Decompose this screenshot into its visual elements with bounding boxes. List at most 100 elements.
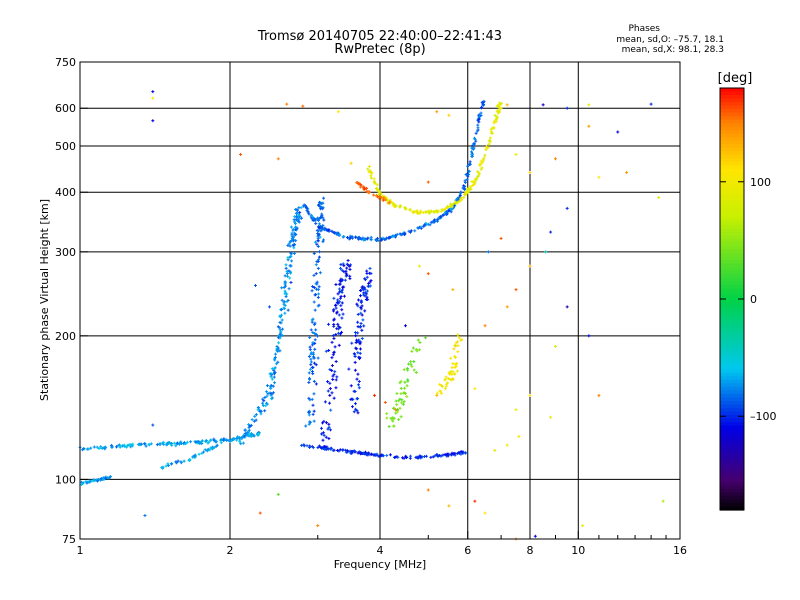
data-point <box>369 170 373 174</box>
data-point <box>450 366 454 370</box>
data-point <box>252 419 256 423</box>
data-point <box>161 465 165 469</box>
data-point <box>392 424 396 428</box>
data-point <box>289 225 293 229</box>
data-point <box>362 451 366 455</box>
colorbar-segment <box>720 172 744 177</box>
data-point <box>483 511 487 515</box>
data-point <box>331 334 335 338</box>
data-point <box>356 372 360 376</box>
data-point <box>214 440 218 444</box>
data-point <box>337 282 341 286</box>
data-point <box>155 443 159 447</box>
data-point <box>398 397 402 401</box>
data-point <box>309 360 313 364</box>
colorbar-segment <box>720 478 744 483</box>
data-point <box>151 423 155 427</box>
data-point <box>315 260 319 264</box>
data-point <box>359 340 363 344</box>
data-point <box>318 217 322 221</box>
data-point <box>191 455 195 459</box>
x-tick-label: 10 <box>571 544 585 557</box>
data-point <box>418 454 422 458</box>
colorbar-segment <box>720 225 744 230</box>
data-point <box>277 341 281 345</box>
stats-header: Phases <box>628 24 660 34</box>
data-point <box>336 322 340 326</box>
data-point <box>359 322 363 326</box>
data-point <box>283 303 287 307</box>
data-point <box>306 209 310 213</box>
data-point <box>215 443 219 447</box>
data-point <box>459 197 463 201</box>
colorbar-segment <box>720 140 744 145</box>
colorbar-segment <box>720 277 744 283</box>
colorbar-segment <box>720 147 744 152</box>
data-point <box>312 392 316 396</box>
data-point <box>406 378 410 382</box>
data-point <box>361 236 365 240</box>
data-point <box>411 210 415 214</box>
data-point <box>417 456 421 460</box>
data-point <box>254 413 258 417</box>
colorbar-segment <box>720 502 744 508</box>
data-point <box>308 367 312 371</box>
data-point <box>456 333 460 337</box>
colorbar-segment <box>720 337 744 342</box>
data-point <box>350 341 354 345</box>
data-point <box>84 479 88 483</box>
data-point <box>435 218 439 222</box>
data-point <box>440 385 444 389</box>
data-point <box>553 344 557 348</box>
colorbar-segment <box>720 411 744 416</box>
data-point <box>360 328 364 332</box>
data-point <box>649 102 653 106</box>
data-point <box>346 258 350 262</box>
data-point <box>286 243 290 247</box>
data-point <box>331 448 335 452</box>
data-point <box>431 455 435 459</box>
data-point <box>355 377 359 381</box>
colorbar-segment <box>720 330 744 335</box>
x-tick-label: 2 <box>227 544 234 557</box>
colorbar-segment <box>720 214 744 219</box>
data-point <box>293 222 297 226</box>
data-point <box>499 102 503 106</box>
data-point <box>308 345 312 349</box>
data-point <box>421 211 425 215</box>
colorbar-segment <box>720 460 744 465</box>
colorbar-segment <box>720 151 744 156</box>
data-point <box>357 379 361 383</box>
data-point <box>465 178 469 182</box>
data-point <box>345 266 349 270</box>
data-point <box>354 235 358 239</box>
data-point <box>386 201 390 205</box>
data-point <box>389 416 393 420</box>
data-point <box>369 176 373 180</box>
data-point <box>480 161 484 165</box>
data-point <box>314 222 318 226</box>
data-point <box>402 391 406 395</box>
data-point <box>175 461 179 465</box>
data-point <box>467 169 471 173</box>
colorbar-segment <box>720 495 744 501</box>
data-point <box>276 157 280 161</box>
data-point <box>345 273 349 277</box>
colorbar-segment <box>720 249 744 254</box>
data-point <box>333 303 337 307</box>
colorbar-segment <box>720 436 744 441</box>
data-point <box>151 119 155 123</box>
data-point <box>345 236 349 240</box>
data-point <box>307 413 311 417</box>
colorbar-segment <box>720 432 744 437</box>
data-point <box>445 212 449 216</box>
data-point <box>317 226 321 230</box>
data-point <box>126 443 130 447</box>
data-point <box>350 405 354 409</box>
colorbar-segment <box>720 453 744 458</box>
colorbar-segment <box>720 211 744 216</box>
data-point <box>401 456 405 460</box>
data-point <box>352 352 356 356</box>
data-point <box>266 392 270 396</box>
data-point <box>287 269 291 273</box>
